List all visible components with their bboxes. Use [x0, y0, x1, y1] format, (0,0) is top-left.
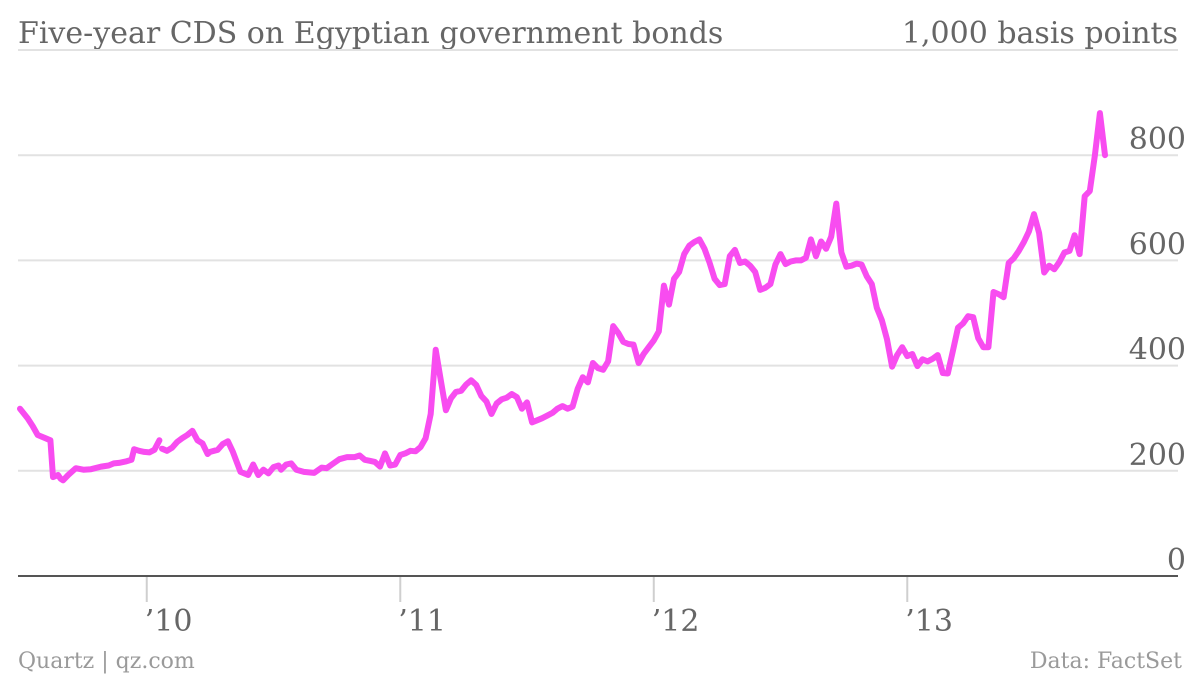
x-tick-label-3: ’13: [905, 604, 953, 639]
footer-source: Data: FactSet: [1030, 649, 1182, 674]
chart-title: Five-year CDS on Egyptian government bon…: [18, 16, 723, 51]
y-tick-label-200: 200: [1129, 438, 1186, 473]
footer-credit: Quartz | qz.com: [18, 649, 195, 674]
series-line-segment-0: [17, 405, 163, 484]
x-axis-ticks: ’10 ’11 ’12 ’13: [145, 576, 953, 639]
gridlines: [18, 49, 1178, 472]
cds-series: [17, 110, 1108, 484]
x-tick-label-1: ’11: [398, 604, 446, 639]
unit-label: 1,000 basis points: [902, 16, 1178, 51]
y-tick-label-800: 800: [1129, 122, 1186, 157]
x-tick-label-0: ’10: [145, 604, 193, 639]
y-tick-label-0: 0: [1167, 543, 1186, 578]
series-line-segment-1: [159, 110, 1108, 478]
y-axis-tick-labels: 0 200 400 600 800: [1129, 122, 1186, 578]
y-tick-label-600: 600: [1129, 227, 1186, 262]
y-tick-label-400: 400: [1129, 333, 1186, 368]
x-tick-label-2: ’12: [652, 604, 700, 639]
